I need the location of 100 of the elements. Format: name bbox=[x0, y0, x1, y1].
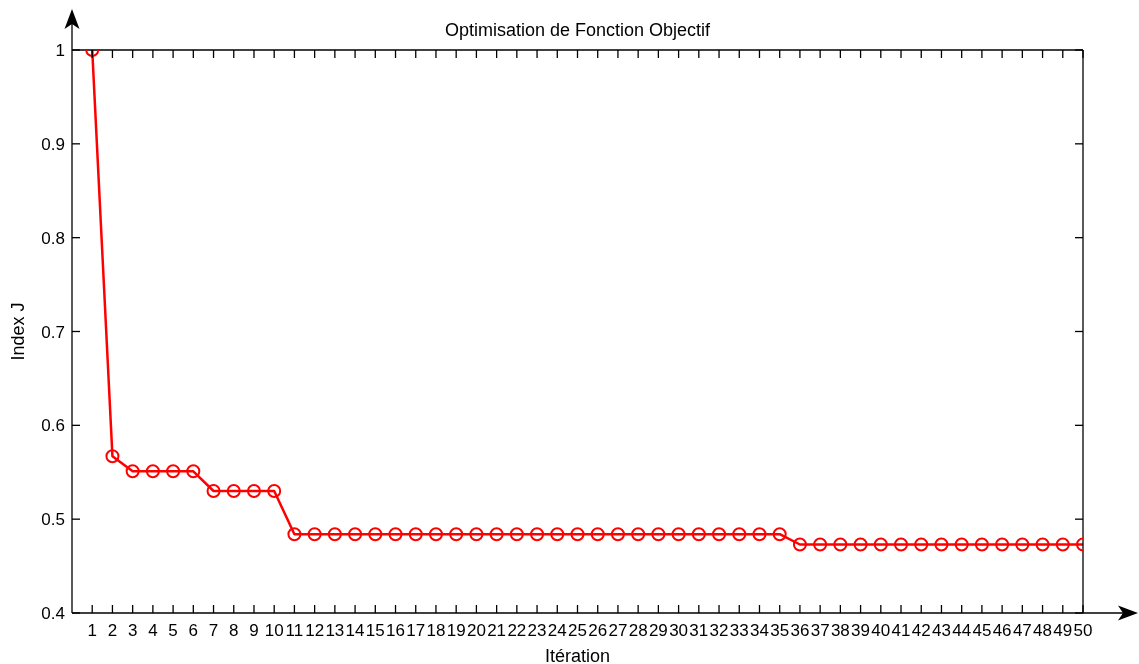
x-tick-label: 13 bbox=[325, 621, 345, 641]
x-tick-label: 19 bbox=[446, 621, 466, 641]
point bbox=[954, 537, 969, 552]
point bbox=[995, 537, 1010, 552]
point bbox=[570, 527, 585, 542]
x-tick-label: 47 bbox=[1012, 621, 1032, 641]
point bbox=[1035, 537, 1050, 552]
point bbox=[166, 464, 181, 479]
point bbox=[651, 527, 666, 542]
x-tick-label: 21 bbox=[487, 621, 507, 641]
y-tick-label: 0.9 bbox=[41, 134, 65, 154]
x-tick-label: 25 bbox=[568, 621, 587, 641]
x-tick-label: 42 bbox=[911, 621, 931, 641]
point bbox=[186, 464, 201, 479]
x-tick-label: 37 bbox=[810, 621, 830, 641]
point bbox=[348, 527, 363, 542]
x-tick-label: 23 bbox=[527, 621, 547, 641]
point bbox=[712, 527, 727, 542]
point bbox=[610, 527, 625, 542]
y-tick-label: 0.5 bbox=[41, 510, 65, 530]
x-tick-label: 31 bbox=[689, 621, 709, 641]
point bbox=[873, 537, 888, 552]
point bbox=[307, 527, 322, 542]
point bbox=[489, 527, 504, 542]
point bbox=[792, 537, 807, 552]
x-tick-label: 1 bbox=[87, 621, 97, 641]
point bbox=[813, 537, 828, 552]
x-tick-label: 27 bbox=[608, 621, 628, 641]
y-axis-title: Index J bbox=[8, 302, 29, 361]
point bbox=[246, 484, 261, 499]
x-tick-label: 28 bbox=[628, 621, 648, 641]
x-tick-label: 4 bbox=[148, 621, 158, 641]
point bbox=[550, 527, 565, 542]
point bbox=[408, 527, 423, 542]
x-tick-label: 36 bbox=[790, 621, 810, 641]
point bbox=[145, 464, 160, 479]
point bbox=[327, 527, 342, 542]
x-tick-label: 33 bbox=[729, 621, 749, 641]
x-tick-label: 22 bbox=[507, 621, 527, 641]
point bbox=[368, 527, 383, 542]
point bbox=[469, 527, 484, 542]
x-tick-label: 35 bbox=[770, 621, 790, 641]
point bbox=[853, 537, 868, 552]
chart-title: Optimisation de Fonction Objectif bbox=[444, 20, 712, 40]
x-tick-label: 44 bbox=[952, 621, 972, 641]
point bbox=[206, 484, 221, 499]
point bbox=[914, 537, 929, 552]
x-tick-label: 9 bbox=[249, 621, 259, 641]
x-tick-label: 24 bbox=[547, 621, 567, 641]
x-tick-label: 46 bbox=[992, 621, 1012, 641]
x-tick-label: 12 bbox=[305, 621, 325, 641]
point bbox=[267, 484, 282, 499]
x-tick-label: 32 bbox=[709, 621, 729, 641]
point bbox=[287, 527, 302, 542]
x-tick-label: 3 bbox=[127, 621, 138, 641]
point bbox=[691, 527, 706, 542]
x-tick-label: 34 bbox=[750, 621, 769, 641]
x-tick-label: 18 bbox=[426, 621, 446, 641]
point bbox=[1015, 537, 1030, 552]
y-tick-label: 0.8 bbox=[41, 228, 65, 248]
point bbox=[974, 537, 989, 552]
x-tick-label: 7 bbox=[208, 621, 219, 641]
point bbox=[509, 527, 524, 542]
y-tick-label: 0.6 bbox=[41, 416, 65, 436]
point bbox=[530, 527, 545, 542]
x-tick-label: 45 bbox=[972, 621, 992, 641]
point bbox=[894, 537, 909, 552]
y-tick-label: 0.7 bbox=[41, 322, 65, 342]
x-tick-label: 10 bbox=[264, 621, 284, 641]
point bbox=[226, 484, 241, 499]
x-tick-label: 8 bbox=[229, 621, 239, 641]
point bbox=[428, 527, 443, 542]
point bbox=[1055, 537, 1070, 552]
x-tick-label: 43 bbox=[932, 621, 951, 641]
x-tick-label: 15 bbox=[365, 621, 385, 641]
x-axis-title: Itération bbox=[544, 646, 611, 664]
y-tick-label: 1 bbox=[55, 41, 65, 61]
point bbox=[833, 537, 848, 552]
x-tick-label: 11 bbox=[285, 621, 304, 641]
point bbox=[671, 527, 686, 542]
x-tick-label: 14 bbox=[345, 621, 365, 641]
point bbox=[105, 449, 120, 464]
x-tick-label: 41 bbox=[891, 621, 911, 641]
x-tick-label: 2 bbox=[107, 621, 118, 641]
point bbox=[752, 527, 767, 542]
x-tick-label: 20 bbox=[466, 621, 486, 641]
x-tick-label: 50 bbox=[1073, 621, 1093, 641]
point bbox=[732, 527, 747, 542]
x-tick-label: 48 bbox=[1033, 621, 1053, 641]
point bbox=[772, 527, 787, 542]
point bbox=[631, 527, 646, 542]
x-tick-label: 29 bbox=[648, 621, 668, 641]
x-tick-label: 30 bbox=[669, 621, 689, 641]
x-tick-label: 6 bbox=[188, 621, 199, 641]
point bbox=[388, 527, 403, 542]
x-tick-label: 26 bbox=[588, 621, 608, 641]
x-tick-label: 5 bbox=[168, 621, 178, 641]
point bbox=[125, 464, 140, 479]
x-tick-label: 38 bbox=[830, 621, 850, 641]
x-tick-label: 40 bbox=[871, 621, 891, 641]
